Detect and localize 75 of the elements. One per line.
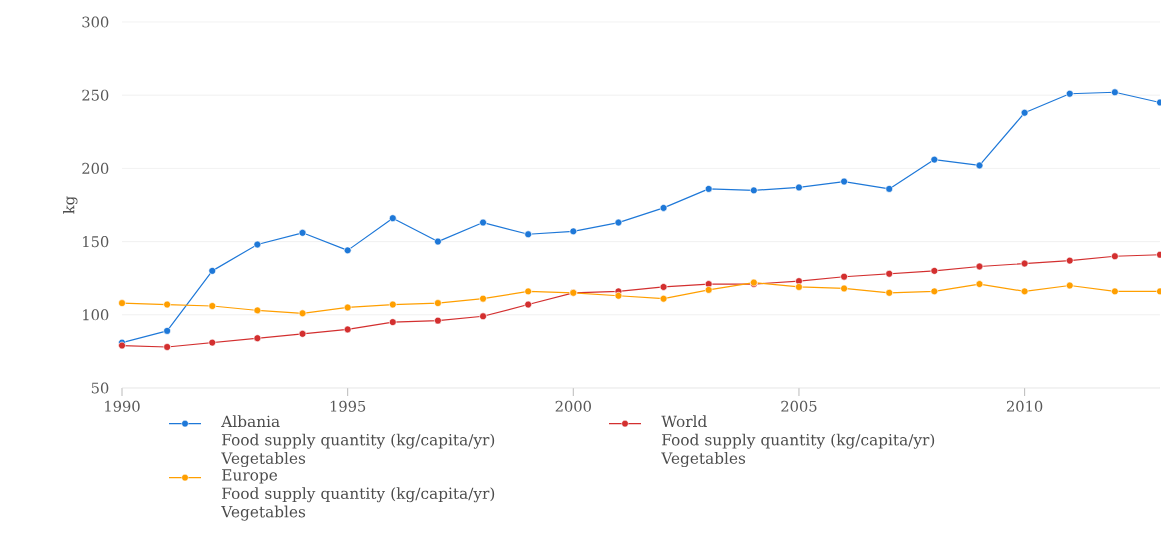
point (298, 309, 307, 318)
point (930, 287, 939, 296)
point (659, 283, 668, 291)
point (840, 284, 848, 293)
point (614, 218, 623, 227)
point (163, 343, 171, 351)
point (388, 318, 397, 326)
point (1111, 252, 1119, 261)
point (253, 334, 262, 343)
point (795, 183, 803, 192)
point (253, 306, 262, 315)
y-tick-label: 50 (91, 382, 109, 394)
point (524, 300, 532, 309)
point (614, 291, 623, 300)
point (659, 294, 668, 303)
point (1065, 281, 1074, 290)
point (975, 262, 984, 271)
point (569, 227, 578, 236)
point (930, 155, 939, 164)
point (298, 330, 307, 338)
point (885, 269, 894, 278)
y-tick-label: 300 (82, 16, 109, 28)
point (434, 316, 442, 325)
legend-label: Albania Food supply quantity (kg/capita/yr) Vegetables (221, 415, 495, 468)
point (524, 287, 532, 296)
point (795, 283, 803, 291)
point (208, 338, 217, 347)
point (704, 185, 713, 193)
point (253, 240, 262, 249)
point (208, 267, 217, 275)
point (388, 214, 397, 222)
point (479, 294, 487, 303)
point (118, 299, 126, 307)
x-tick-label: 2000 (555, 400, 591, 412)
point (750, 186, 758, 195)
point (208, 302, 217, 310)
point (975, 280, 984, 288)
y-tick-label: 100 (83, 309, 109, 321)
point (885, 289, 894, 297)
legend-label: World Food supply quantity (kg/capita/yr) Vegetables (661, 415, 935, 468)
point (343, 303, 352, 312)
point (1065, 256, 1074, 265)
point (1020, 108, 1029, 117)
point (930, 267, 939, 275)
point (163, 300, 171, 309)
point (1065, 89, 1074, 98)
point (479, 312, 487, 321)
point (343, 246, 352, 255)
point (524, 230, 532, 239)
legend-label: Europe Food supply quantity (kg/capita/yr) Vegetables (221, 469, 495, 521)
x-tick-label: 1990 (105, 400, 140, 412)
y-tick-label: 250 (82, 89, 109, 101)
y-tick-label: 150 (83, 236, 109, 248)
point (1111, 287, 1119, 296)
y-axis-title: kg (63, 196, 78, 214)
point (840, 177, 848, 186)
point (975, 161, 984, 170)
point (885, 185, 894, 193)
point (840, 272, 848, 281)
y-tick-label: 200 (82, 162, 109, 174)
point (659, 204, 668, 212)
x-tick-label: 2010 (1006, 400, 1043, 412)
point (1020, 259, 1029, 268)
point (479, 218, 487, 227)
point (1020, 287, 1029, 296)
x-tick-label: 2005 (781, 400, 817, 412)
point (704, 286, 713, 294)
point (388, 300, 397, 309)
point (434, 299, 442, 307)
point (163, 327, 171, 335)
point (343, 325, 352, 334)
point (434, 237, 442, 246)
x-tick-label: 1995 (330, 400, 366, 412)
point (298, 229, 307, 237)
point (1111, 88, 1119, 97)
